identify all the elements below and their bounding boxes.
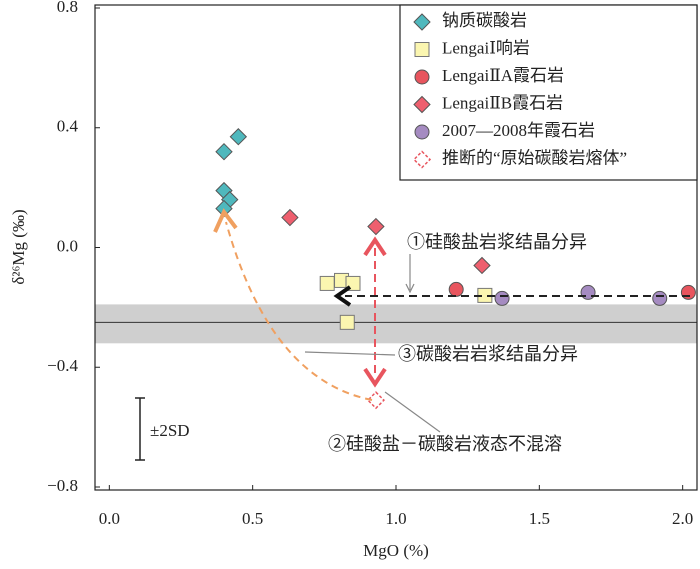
legend-label: LengaiⅡB霞石岩 [442, 93, 563, 112]
legend-box [399, 4, 698, 181]
marker [680, 284, 696, 300]
y-tick-label: 0.0 [57, 236, 78, 255]
y-tick-label: −0.8 [47, 476, 78, 495]
plot-layer: 0.0 0.5 1.0 1.5 2.0 0.8 0.4 0.0 −0.4 −0.8 [47, 0, 698, 528]
leader-line [304, 351, 396, 356]
marker [229, 128, 248, 146]
arrow-head [363, 367, 387, 388]
x-tick-label: 1.5 [529, 509, 550, 528]
marker [414, 69, 430, 85]
x-tick-label: 0.5 [242, 509, 263, 528]
x-axis-label: MgO (%) [363, 541, 429, 560]
marker [412, 150, 432, 169]
annotation: ①硅酸盐岩浆结晶分异 [407, 232, 587, 252]
marker [215, 142, 233, 161]
annotation: ②硅酸盐－碳酸岩液态不混溶 [328, 434, 562, 454]
x-tick-label: 2.0 [672, 509, 693, 528]
arrow-head [213, 208, 238, 233]
legend-label: 钠质碳酸岩 [442, 11, 527, 30]
legend-label: LengaiⅠ响岩 [442, 38, 530, 57]
y-tick-label: −0.4 [47, 356, 78, 375]
x-tick-label: 0.0 [99, 509, 120, 528]
marker [414, 124, 430, 140]
y-axis-label: δ²⁶Mg (‰) [9, 209, 28, 284]
marker [319, 275, 335, 291]
marker [473, 256, 491, 275]
y-tick-label: 0.4 [57, 117, 79, 136]
marker [652, 290, 668, 306]
leader-head [405, 283, 415, 294]
marker [413, 95, 431, 114]
marker [413, 13, 431, 31]
arrows [135, 208, 690, 461]
legend-label: 推断的“原始碳酸岩熔体” [442, 148, 627, 167]
marker [281, 208, 299, 227]
marker [448, 281, 464, 297]
leader-line [384, 391, 441, 433]
marker [414, 42, 430, 57]
arrow-head [333, 285, 352, 307]
arrow-path [225, 221, 373, 401]
sd-band [95, 304, 697, 344]
marker [366, 391, 385, 410]
legend-label: 2007—2008年霞石岩 [442, 121, 595, 140]
legend-label: LengaiⅡA霞石岩 [442, 66, 564, 85]
arrow-head [363, 236, 387, 257]
marker [580, 284, 596, 300]
legend: 钠质碳酸岩 LengaiⅠ响岩 LengaiⅡA霞石岩 LengaiⅡB霞石岩 2007… [399, 4, 698, 181]
annotation: ±2SD [150, 421, 190, 440]
marker [367, 217, 385, 236]
annotation: ③碳酸岩岩浆结晶分异 [398, 344, 578, 364]
marker [339, 314, 355, 330]
x-tick-label: 1.0 [385, 509, 406, 528]
marker [494, 290, 510, 306]
y-tick-label: 0.8 [57, 0, 78, 16]
